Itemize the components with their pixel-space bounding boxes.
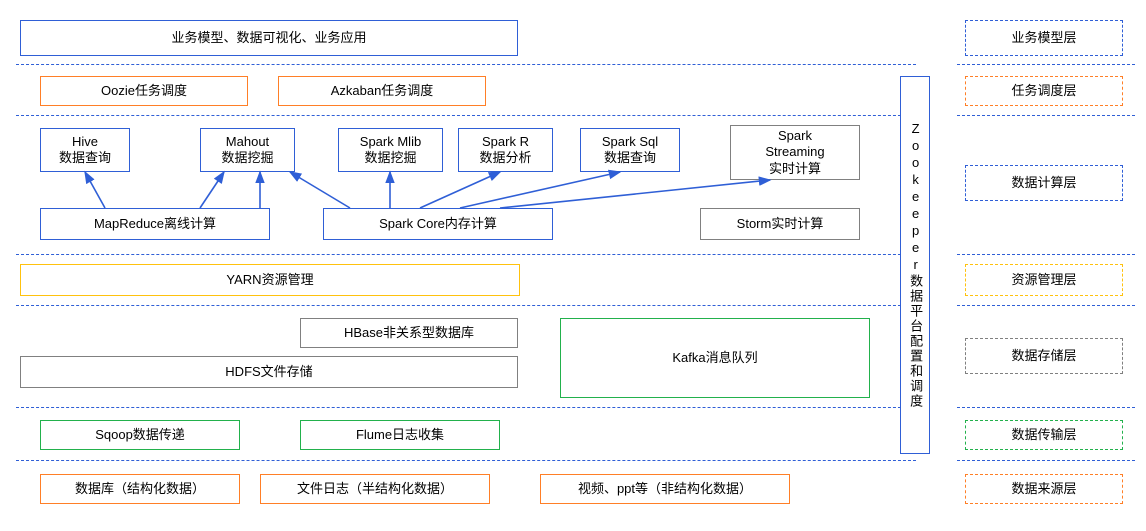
layer-separator bbox=[16, 64, 916, 65]
layer-storage: 数据存储层 bbox=[965, 338, 1123, 374]
layer-separator bbox=[16, 254, 916, 255]
layer-storage-label: 数据存储层 bbox=[1011, 348, 1076, 364]
mapreduce: MapReduce离线计算 bbox=[40, 208, 270, 240]
hbase: HBase非关系型数据库 bbox=[300, 318, 518, 348]
yarn-label: YARN资源管理 bbox=[226, 272, 313, 288]
azkaban: Azkaban任务调度 bbox=[278, 76, 486, 106]
layer-separator bbox=[16, 305, 916, 306]
src-log: 文件日志（半结构化数据） bbox=[260, 474, 490, 504]
src-video-label: 视频、ppt等（非结构化数据） bbox=[578, 481, 752, 497]
layer-source: 数据来源层 bbox=[965, 474, 1123, 504]
hdfs: HDFS文件存储 bbox=[20, 356, 518, 388]
layer-separator bbox=[957, 460, 1135, 461]
oozie: Oozie任务调度 bbox=[40, 76, 248, 106]
spark-sql: Spark Sql数据查询 bbox=[580, 128, 680, 172]
arrow bbox=[200, 172, 224, 208]
hbase-label: HBase非关系型数据库 bbox=[344, 325, 474, 341]
arrow bbox=[290, 172, 350, 208]
arrow bbox=[460, 172, 620, 208]
kafka: Kafka消息队列 bbox=[560, 318, 870, 398]
src-db-label: 数据库（结构化数据） bbox=[75, 481, 205, 497]
zookeeper-label: Zookeeper数据平台配置和调度 bbox=[907, 121, 923, 409]
hdfs-label: HDFS文件存储 bbox=[225, 364, 312, 380]
hive-label: Hive数据查询 bbox=[59, 134, 111, 167]
layer-separator bbox=[16, 460, 916, 461]
spark-streaming-label: SparkStreaming实时计算 bbox=[765, 128, 824, 177]
kafka-label: Kafka消息队列 bbox=[672, 350, 757, 366]
arrow bbox=[500, 180, 770, 208]
arrow bbox=[85, 172, 105, 208]
layer-business-label: 业务模型层 bbox=[1011, 30, 1076, 46]
layer-separator bbox=[16, 407, 916, 408]
flume: Flume日志收集 bbox=[300, 420, 500, 450]
spark-sql-label: Spark Sql数据查询 bbox=[602, 134, 658, 167]
layer-source-label: 数据来源层 bbox=[1011, 481, 1076, 497]
zookeeper: Zookeeper数据平台配置和调度 bbox=[900, 76, 930, 454]
layer-resource: 资源管理层 bbox=[965, 264, 1123, 296]
layer-separator bbox=[957, 305, 1135, 306]
src-db: 数据库（结构化数据） bbox=[40, 474, 240, 504]
layer-separator bbox=[957, 64, 1135, 65]
spark-streaming: SparkStreaming实时计算 bbox=[730, 125, 860, 180]
top-business: 业务模型、数据可视化、业务应用 bbox=[20, 20, 518, 56]
layer-schedule-label: 任务调度层 bbox=[1011, 83, 1076, 99]
mapreduce-label: MapReduce离线计算 bbox=[94, 216, 216, 232]
layer-separator bbox=[957, 407, 1135, 408]
layer-business: 业务模型层 bbox=[965, 20, 1123, 56]
layer-schedule: 任务调度层 bbox=[965, 76, 1123, 106]
mahout-label: Mahout数据挖掘 bbox=[221, 134, 273, 167]
sqoop: Sqoop数据传递 bbox=[40, 420, 240, 450]
spark-mlib: Spark Mlib数据挖掘 bbox=[338, 128, 443, 172]
azkaban-label: Azkaban任务调度 bbox=[331, 83, 434, 99]
layer-separator bbox=[957, 254, 1135, 255]
spark-r: Spark R数据分析 bbox=[458, 128, 553, 172]
yarn: YARN资源管理 bbox=[20, 264, 520, 296]
storm-label: Storm实时计算 bbox=[737, 216, 824, 232]
layer-transport-label: 数据传输层 bbox=[1011, 427, 1076, 443]
layer-separator bbox=[957, 115, 1135, 116]
arrow bbox=[420, 172, 500, 208]
src-video: 视频、ppt等（非结构化数据） bbox=[540, 474, 790, 504]
hive: Hive数据查询 bbox=[40, 128, 130, 172]
layer-compute-label: 数据计算层 bbox=[1011, 175, 1076, 191]
storm: Storm实时计算 bbox=[700, 208, 860, 240]
layer-resource-label: 资源管理层 bbox=[1011, 272, 1076, 288]
oozie-label: Oozie任务调度 bbox=[101, 83, 187, 99]
layer-transport: 数据传输层 bbox=[965, 420, 1123, 450]
spark-r-label: Spark R数据分析 bbox=[479, 134, 531, 167]
sqoop-label: Sqoop数据传递 bbox=[95, 427, 185, 443]
layer-separator bbox=[16, 115, 916, 116]
layer-compute: 数据计算层 bbox=[965, 165, 1123, 201]
spark-mlib-label: Spark Mlib数据挖掘 bbox=[360, 134, 421, 167]
spark-core: Spark Core内存计算 bbox=[323, 208, 553, 240]
spark-core-label: Spark Core内存计算 bbox=[379, 216, 497, 232]
src-log-label: 文件日志（半结构化数据） bbox=[297, 481, 453, 497]
flume-label: Flume日志收集 bbox=[356, 427, 444, 443]
top-business-label: 业务模型、数据可视化、业务应用 bbox=[171, 30, 366, 46]
mahout: Mahout数据挖掘 bbox=[200, 128, 295, 172]
